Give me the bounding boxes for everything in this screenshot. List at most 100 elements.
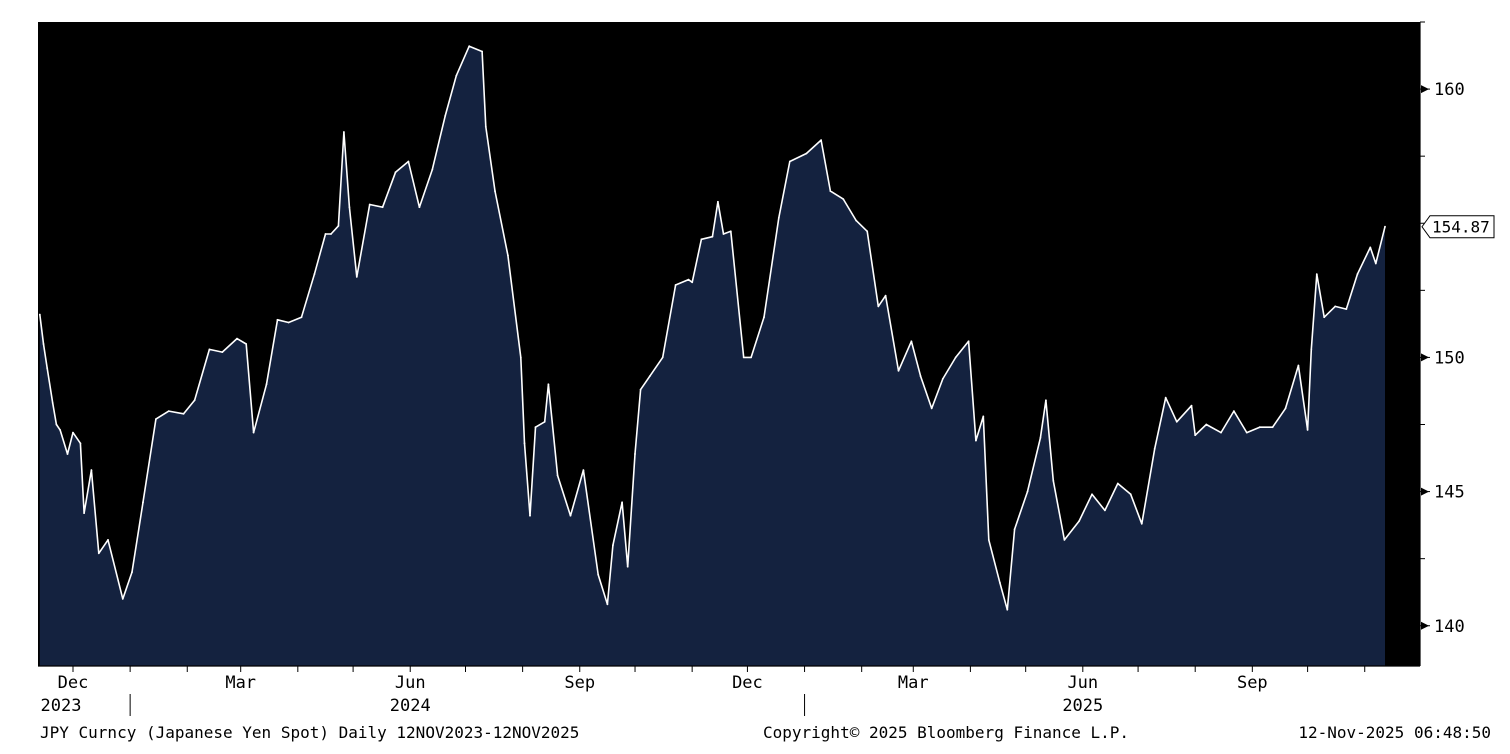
- data-point: [1323, 316, 1326, 319]
- last-price-label: 154.87: [1432, 218, 1490, 237]
- data-point: [324, 233, 327, 235]
- data-point: [394, 171, 397, 174]
- data-point: [877, 305, 880, 308]
- data-point: [1039, 437, 1042, 439]
- data-point: [455, 74, 458, 77]
- data-point: [634, 453, 636, 455]
- y-tick-label: 140: [1434, 617, 1465, 637]
- data-point: [208, 348, 211, 351]
- data-point: [381, 206, 384, 209]
- data-point: [1129, 493, 1132, 496]
- data-point: [1063, 539, 1066, 541]
- data-point: [763, 316, 765, 319]
- data-point: [975, 439, 977, 442]
- data-point: [569, 514, 572, 517]
- data-point: [1369, 246, 1372, 249]
- data-point: [1078, 520, 1080, 522]
- data-point: [556, 474, 559, 477]
- data-point: [612, 544, 614, 547]
- x-tick-label: Sep: [564, 673, 595, 693]
- data-point: [42, 343, 45, 345]
- data-point: [131, 571, 133, 573]
- data-point: [1194, 434, 1197, 437]
- data-point: [674, 284, 677, 286]
- data-point: [1164, 396, 1167, 399]
- last-price-marker: 154.87: [1421, 215, 1495, 239]
- data-point: [265, 383, 268, 386]
- x-tick-label: Mar: [898, 673, 929, 693]
- data-point: [829, 190, 832, 193]
- footer-right: 12-Nov-2025 06:48:50: [1298, 723, 1491, 742]
- x-tick-label: Jun: [1067, 673, 1098, 693]
- data-point: [866, 230, 869, 233]
- data-point: [276, 318, 279, 321]
- data-point: [1356, 273, 1359, 276]
- data-point: [884, 294, 887, 297]
- data-point: [167, 410, 170, 412]
- data-point: [597, 573, 600, 576]
- data-point: [1116, 482, 1119, 485]
- data-point: [1334, 305, 1337, 308]
- data-point: [606, 603, 609, 606]
- data-point: [313, 273, 316, 276]
- data-point: [750, 356, 752, 359]
- data-point: [481, 50, 483, 53]
- data-point: [107, 539, 109, 541]
- data-point: [855, 219, 858, 222]
- data-point: [72, 431, 74, 434]
- data-point: [343, 131, 345, 133]
- data-point: [543, 420, 546, 423]
- data-point: [300, 316, 303, 319]
- data-point: [355, 276, 358, 278]
- data-point: [1374, 262, 1377, 265]
- data-point: [621, 501, 623, 504]
- data-point: [1345, 308, 1348, 310]
- data-point: [221, 351, 224, 353]
- data-point: [38, 313, 41, 316]
- data-point: [66, 453, 69, 455]
- data-point: [910, 340, 913, 343]
- data-point: [484, 125, 487, 128]
- data-point: [941, 378, 944, 380]
- x-year-label: 2024: [390, 696, 431, 716]
- data-point: [777, 217, 780, 219]
- data-point: [1013, 528, 1016, 531]
- y-tick-label: 160: [1434, 80, 1465, 100]
- data-point: [547, 383, 550, 386]
- y-tick-label: 145: [1434, 483, 1465, 503]
- data-point: [842, 198, 845, 201]
- data-point: [79, 442, 82, 445]
- data-point: [1384, 225, 1386, 228]
- data-point: [1153, 447, 1156, 450]
- data-point: [982, 415, 985, 418]
- data-point: [954, 356, 957, 359]
- data-point: [626, 565, 629, 568]
- footer-center: Copyright© 2025 Bloomberg Finance L.P.: [763, 723, 1129, 742]
- data-point: [648, 375, 651, 378]
- data-point: [700, 238, 703, 241]
- data-point: [507, 254, 509, 257]
- data-point: [1310, 348, 1313, 351]
- data-point: [1233, 410, 1235, 412]
- data-point: [348, 206, 351, 209]
- data-point: [59, 429, 61, 431]
- data-point: [919, 375, 922, 378]
- data-point: [999, 581, 1001, 584]
- data-point: [287, 321, 290, 324]
- data-point: [1052, 479, 1055, 482]
- data-point: [534, 426, 537, 429]
- y-axis-ticks: 140 145 150 160: [1420, 21, 1465, 637]
- data-point: [639, 388, 642, 391]
- last-price-box: [1421, 215, 1495, 239]
- data-point: [897, 369, 900, 372]
- data-point: [252, 431, 255, 434]
- data-point: [1006, 608, 1009, 611]
- data-point: [729, 230, 732, 233]
- data-point: [523, 442, 526, 445]
- x-axis-ticks: Dec Mar Jun Sep Dec Mar Jun Sep 2023 2024 2025: [41, 666, 1366, 716]
- data-point: [1220, 431, 1222, 434]
- data-point: [83, 512, 85, 514]
- data-point: [182, 412, 185, 415]
- x-tick-label: Dec: [732, 673, 763, 693]
- data-point: [1306, 429, 1309, 431]
